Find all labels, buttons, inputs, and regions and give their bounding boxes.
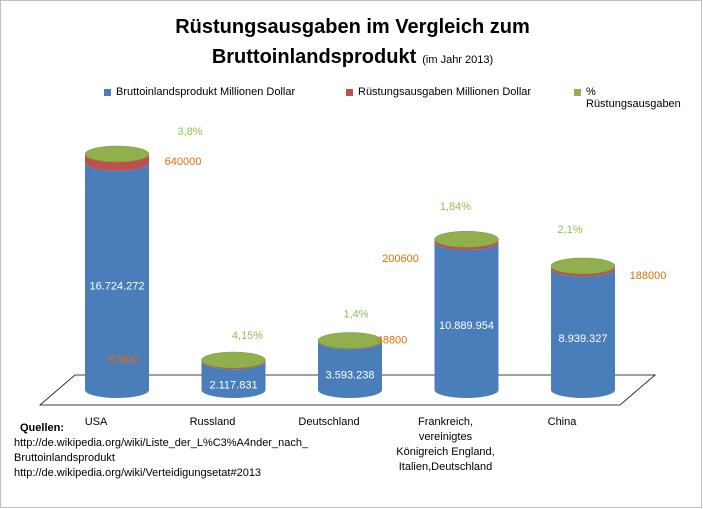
legend-item: Bruttoinlandsprodukt Millionen Dollar	[104, 86, 344, 98]
data-label: 3.593.238	[326, 369, 375, 381]
cylinder-segment	[551, 268, 615, 398]
cylinder-cap	[317, 332, 383, 349]
data-label: 188000	[630, 270, 667, 282]
data-label: 10.889.954	[439, 320, 494, 332]
data-label: 3,8%	[177, 126, 202, 138]
cylinder-cap	[84, 145, 150, 163]
cylinder-cap	[550, 257, 616, 275]
data-label: 16.724.272	[89, 280, 144, 292]
legend-item: Rüstungsausgaben Millionen Dollar	[346, 86, 566, 98]
x-tick-label: Frankreich, vereinigtes Königreich Engla…	[396, 416, 495, 473]
data-label: 87800	[108, 354, 139, 366]
legend-label: % Rüstungsausgaben	[586, 86, 681, 110]
x-tick-label: Deutschland	[298, 416, 360, 428]
cylinder-segment	[318, 341, 382, 398]
data-label: 48800	[377, 334, 408, 346]
legend-label: Rüstungsausgaben Millionen Dollar	[358, 86, 532, 98]
data-label: 640000	[165, 156, 202, 168]
x-tick-label: Russland	[189, 416, 236, 428]
legend-label: Bruttoinlandsprodukt Millionen Dollar	[116, 86, 296, 98]
data-label: 1,4%	[343, 308, 368, 320]
data-label: 1,84%	[440, 201, 471, 213]
legend-swatch	[574, 89, 581, 96]
x-tick-label: China	[547, 416, 577, 428]
cylinder-cap	[201, 351, 266, 369]
x-tick-label: USA	[84, 416, 108, 428]
cylinder-segment	[201, 361, 266, 398]
cylinder-segment	[85, 162, 149, 398]
data-label: 8.939.327	[559, 333, 608, 345]
legend-swatch	[346, 89, 353, 96]
source-line: http://de.wikipedia.org/wiki/Liste_der_L…	[14, 437, 309, 464]
source-line: http://de.wikipedia.org/wiki/Verteidigun…	[14, 467, 262, 479]
data-label: 2.117.831	[209, 380, 257, 392]
legend-item: % Rüstungsausgaben	[574, 86, 689, 110]
sources: Quellen: http://de.wikipedia.org/wiki/Li…	[14, 421, 314, 481]
cylinder-cap	[434, 231, 499, 248]
cylinder-segment	[434, 239, 499, 250]
data-label: 4,15%	[232, 330, 263, 342]
legend-swatch	[104, 89, 111, 96]
cylinder-segment	[551, 265, 615, 277]
chart-subtitle: (im Jahr 2013)	[422, 54, 494, 66]
sources-heading: Quellen:	[20, 422, 65, 434]
data-label: 200600	[382, 253, 419, 265]
chart-title: Rüstungsausgaben im Vergleich zum Brutto…	[175, 16, 530, 68]
data-label: 2,1%	[557, 224, 582, 236]
cylinder-segment	[434, 241, 499, 398]
chart-title-box: Rüstungsausgaben im Vergleich zum Brutto…	[140, 12, 565, 75]
cylinder-segment	[85, 154, 149, 171]
